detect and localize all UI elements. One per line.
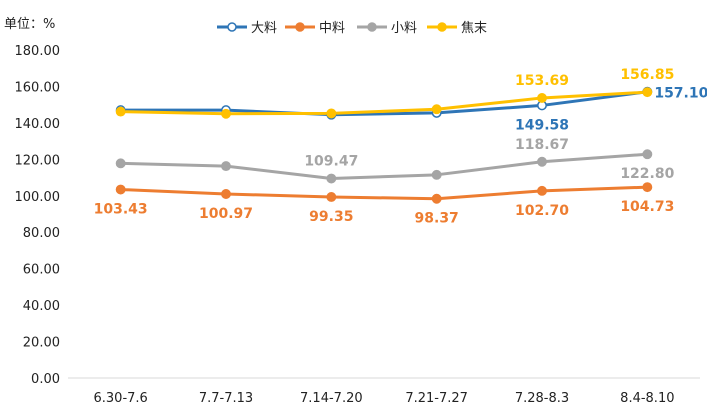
y-tick-label: 40.00 bbox=[23, 299, 60, 314]
y-tick-label: 20.00 bbox=[23, 336, 60, 351]
data-label: 149.58 bbox=[515, 117, 569, 133]
data-label: 100.97 bbox=[199, 206, 253, 222]
data-labels: 149.58 157.10 103.43 100.97 99.35 98.37 102.70… bbox=[94, 67, 707, 227]
x-axis: 6.30-7.6 7.7-7.13 7.14-7.20 7.21-7.27 7.28-8… bbox=[68, 377, 700, 406]
data-point bbox=[537, 185, 547, 196]
data-point bbox=[642, 149, 653, 160]
series-line bbox=[119, 152, 649, 181]
data-label: 122.80 bbox=[620, 166, 674, 182]
data-point bbox=[115, 158, 126, 169]
data-label: 99.35 bbox=[309, 209, 353, 225]
series-points bbox=[115, 86, 653, 204]
series-line bbox=[119, 90, 649, 116]
y-tick-label: 140.00 bbox=[15, 117, 61, 132]
legend-swatch-marker bbox=[367, 22, 377, 32]
data-point bbox=[431, 169, 442, 180]
data-point bbox=[537, 156, 547, 167]
data-label: 98.37 bbox=[415, 211, 459, 227]
data-label: 104.73 bbox=[620, 199, 674, 215]
x-tick-label: 6.30-7.6 bbox=[94, 391, 148, 406]
y-axis: 0.00 20.00 40.00 60.00 80.00 100.00 120.00 140.… bbox=[15, 44, 61, 387]
legend-item: 中料 bbox=[285, 21, 345, 36]
legend-label: 中料 bbox=[319, 21, 345, 36]
legend-item: 焦末 bbox=[427, 21, 487, 36]
y-tick-label: 180.00 bbox=[15, 44, 61, 59]
y-tick-label: 80.00 bbox=[23, 226, 60, 241]
data-point bbox=[431, 193, 442, 204]
data-label: 153.69 bbox=[515, 73, 569, 89]
data-point bbox=[537, 92, 547, 103]
legend-swatch-marker bbox=[227, 22, 237, 32]
y-tick-label: 0.00 bbox=[31, 372, 60, 387]
data-point bbox=[115, 106, 126, 117]
data-label: 109.47 bbox=[304, 154, 358, 170]
y-tick-label: 120.00 bbox=[15, 153, 61, 168]
data-point bbox=[326, 108, 337, 119]
legend-label: 小料 bbox=[391, 21, 417, 36]
unit-label: 单位：% bbox=[4, 17, 56, 32]
data-point bbox=[221, 161, 231, 172]
data-point bbox=[115, 184, 126, 195]
series-line bbox=[119, 90, 649, 117]
legend-item: 小料 bbox=[357, 21, 417, 36]
data-point bbox=[221, 108, 231, 119]
data-label: 102.70 bbox=[515, 203, 569, 219]
data-point bbox=[326, 173, 337, 184]
data-label: 156.85 bbox=[620, 67, 674, 83]
data-label: 157.10 bbox=[654, 86, 707, 102]
y-tick-label: 100.00 bbox=[15, 190, 61, 205]
legend-label: 焦末 bbox=[461, 21, 487, 36]
x-tick-label: 7.7-7.13 bbox=[199, 391, 253, 406]
x-tick-label: 8.4-8.10 bbox=[620, 391, 674, 406]
data-point bbox=[642, 182, 653, 193]
x-tick-label: 7.21-7.27 bbox=[405, 391, 468, 406]
y-tick-label: 160.00 bbox=[15, 80, 61, 95]
data-point bbox=[326, 192, 337, 202]
legend-label: 大料 bbox=[251, 21, 277, 36]
data-point bbox=[221, 189, 231, 199]
series-lines bbox=[119, 90, 649, 201]
y-tick-label: 60.00 bbox=[23, 263, 60, 278]
data-point bbox=[642, 87, 653, 98]
data-label: 103.43 bbox=[94, 202, 148, 218]
legend: 大料 中料 小料 焦末 bbox=[217, 21, 487, 36]
legend-swatch-marker bbox=[295, 22, 305, 32]
data-point bbox=[431, 104, 442, 115]
series-line bbox=[119, 185, 649, 201]
legend-swatch-marker bbox=[437, 22, 447, 32]
data-label: 118.67 bbox=[515, 137, 569, 153]
legend-item: 大料 bbox=[217, 21, 277, 36]
x-tick-label: 7.14-7.20 bbox=[300, 391, 363, 406]
x-tick-label: 7.28-8.3 bbox=[515, 391, 569, 406]
